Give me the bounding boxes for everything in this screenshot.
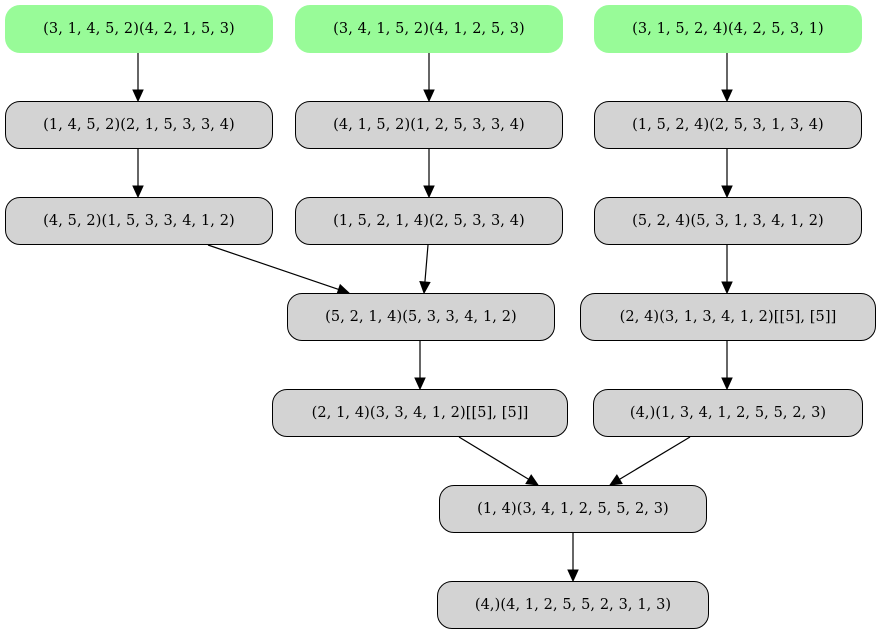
edge-arrow: [132, 53, 144, 103]
state-node: (4, 5, 2)(1, 5, 3, 3, 4, 1, 2): [5, 197, 273, 245]
state-node: (2, 4)(3, 1, 3, 4, 1, 2)[[5], [5]]: [580, 293, 876, 341]
arrowhead-icon: [721, 281, 733, 295]
start-node: (3, 1, 4, 5, 2)(4, 2, 1, 5, 3): [5, 5, 273, 53]
arrowhead-icon: [419, 281, 431, 295]
state-node: (4, 1, 5, 2)(1, 2, 5, 3, 3, 4): [295, 101, 563, 149]
arrowhead-icon: [423, 185, 435, 199]
state-node: (1, 4, 5, 2)(2, 1, 5, 3, 3, 4): [5, 101, 273, 149]
arrowhead-icon: [721, 185, 733, 199]
edge-arrow: [423, 53, 435, 103]
arrowhead-icon: [525, 474, 540, 486]
state-node: (5, 2, 1, 4)(5, 3, 3, 4, 1, 2): [287, 293, 555, 341]
edge-arrow: [414, 341, 426, 391]
edge-arrow: [419, 244, 431, 295]
edge-line: [458, 436, 529, 480]
state-node: (5, 2, 4)(5, 3, 1, 3, 4, 1, 2): [594, 197, 862, 245]
edge-arrow: [721, 245, 733, 295]
arrowhead-icon: [567, 569, 579, 583]
arrowhead-icon: [423, 89, 435, 103]
edge-arrow: [132, 149, 144, 199]
arrowhead-icon: [132, 89, 144, 103]
state-node: (1, 5, 2, 1, 4)(2, 5, 3, 3, 4): [295, 197, 563, 245]
edge-arrow: [608, 436, 691, 486]
edge-arrow: [423, 149, 435, 199]
arrowhead-icon: [414, 377, 426, 391]
state-node: (1, 4)(3, 4, 1, 2, 5, 5, 2, 3): [439, 485, 707, 533]
state-node: (4,)(1, 3, 4, 1, 2, 5, 5, 2, 3): [593, 389, 863, 437]
edge-arrow: [207, 244, 351, 295]
edge-arrow: [721, 53, 733, 103]
edge-line: [207, 244, 339, 291]
start-node: (3, 1, 5, 2, 4)(4, 2, 5, 3, 1): [594, 5, 862, 53]
final-node: (4,)(4, 1, 2, 5, 5, 2, 3, 1, 3): [437, 581, 709, 629]
edge-arrow: [567, 533, 579, 583]
arrowhead-icon: [608, 474, 623, 486]
edge-line: [619, 436, 691, 480]
arrowhead-icon: [132, 185, 144, 199]
edge-arrow: [721, 341, 733, 391]
state-node: (2, 1, 4)(3, 3, 4, 1, 2)[[5], [5]]: [272, 389, 568, 437]
state-node: (1, 5, 2, 4)(2, 5, 3, 1, 3, 4): [594, 101, 862, 149]
arrowhead-icon: [721, 377, 733, 391]
edge-arrow: [721, 149, 733, 199]
arrowhead-icon: [721, 89, 733, 103]
edge-arrow: [458, 436, 540, 486]
start-node: (3, 4, 1, 5, 2)(4, 1, 2, 5, 3): [295, 5, 563, 53]
edge-line: [424, 244, 429, 283]
